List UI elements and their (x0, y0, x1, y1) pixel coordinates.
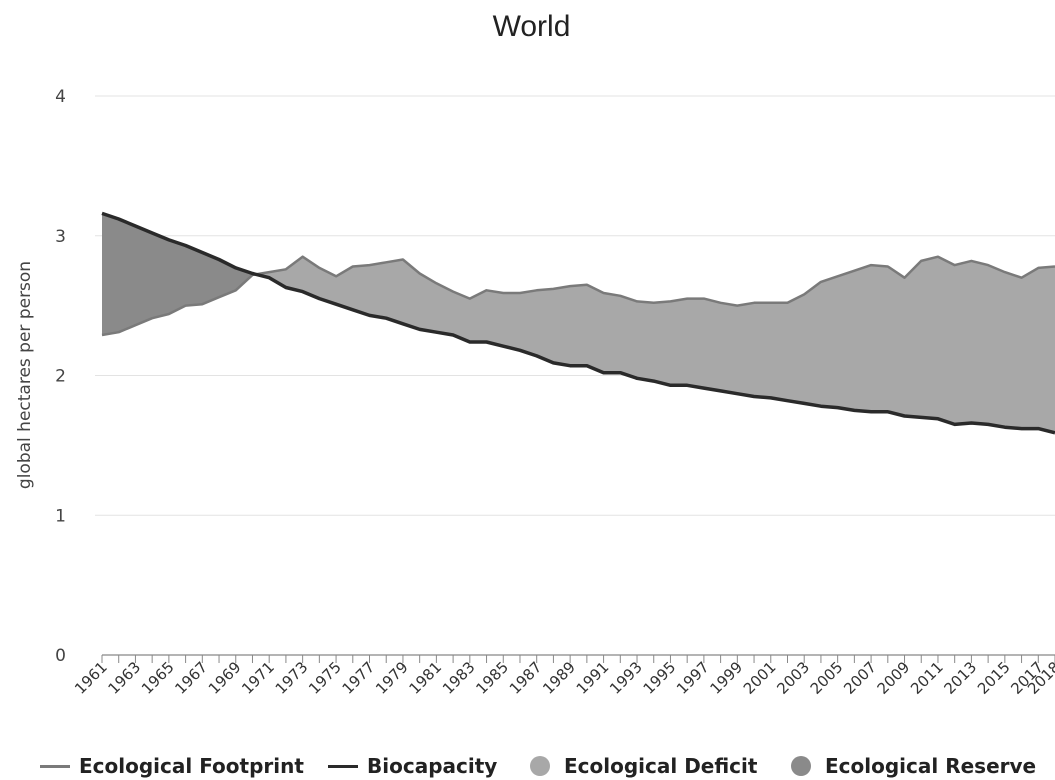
legend-label: Biocapacity (367, 754, 498, 778)
gridlines (95, 95, 1055, 516)
x-tick-label: 1977 (339, 658, 379, 698)
legend-item-ecological-footprint[interactable]: Ecological Footprint (40, 754, 304, 778)
legend-item-ecological-deficit[interactable]: Ecological Deficit (530, 754, 757, 778)
area-fills (102, 213, 1055, 433)
legend-line-icon (328, 764, 358, 768)
x-tick-label: 2011 (907, 658, 947, 698)
x-tick-label: 1993 (606, 658, 646, 698)
biocapacity-line (101, 211, 1055, 435)
x-tick-label: 1979 (372, 658, 412, 698)
y-tick-label: 3 (55, 227, 66, 247)
x-tick-label: 1973 (272, 658, 312, 698)
x-tick-label: 2015 (974, 658, 1014, 698)
circle-icon (791, 756, 811, 776)
x-tick-label: 1981 (405, 658, 445, 698)
x-tick-label: 1995 (640, 658, 680, 698)
x-tick-label: 1985 (472, 658, 512, 698)
x-tick-label: 1971 (238, 658, 278, 698)
x-tick-label: 1999 (706, 658, 746, 698)
x-tick-label: 2007 (840, 658, 880, 698)
x-tick-label: 1989 (539, 658, 579, 698)
x-tick-label: 1983 (439, 658, 479, 698)
x-tick-label: 1963 (105, 658, 145, 698)
chart-title: World (492, 10, 571, 43)
x-tick-label: 2005 (807, 658, 847, 698)
x-tick-label: 2003 (773, 658, 813, 698)
x-tick-label: 1975 (305, 658, 345, 698)
x-tick-label: 1969 (205, 658, 245, 698)
circle-icon (530, 756, 550, 776)
y-axis-title: global hectares per person (15, 261, 35, 489)
y-tick-label: 2 (55, 367, 66, 387)
legend-label: Ecological Reserve (825, 754, 1037, 778)
ecological-reserve-area (102, 213, 256, 335)
ecological-deficit-area (255, 256, 1055, 433)
x-tick-label: 1965 (138, 658, 178, 698)
x-tick-label: 1991 (573, 658, 613, 698)
y-tick-label: 4 (55, 87, 66, 107)
series-lines (101, 211, 1055, 435)
x-tick-label: 1961 (71, 658, 111, 698)
x-tick-label: 1967 (171, 658, 211, 698)
legend-label: Ecological Deficit (564, 754, 758, 778)
x-tick-label: 2013 (941, 658, 981, 698)
y-tick-label: 1 (55, 506, 66, 526)
x-tick-label: 2009 (874, 658, 914, 698)
x-tick-label: 1997 (673, 658, 713, 698)
x-tick-label: 1987 (506, 658, 546, 698)
legend-item-ecological-reserve[interactable]: Ecological Reserve (791, 754, 1036, 778)
y-tick-label: 0 (55, 646, 66, 666)
legend: Ecological Footprint Biocapacity Ecologi… (0, 754, 1055, 780)
x-tick-label: 2001 (740, 658, 780, 698)
legend-item-biocapacity[interactable]: Biocapacity (328, 754, 497, 778)
legend-label: Ecological Footprint (79, 754, 304, 778)
legend-line-icon (40, 764, 70, 768)
ecological-footprint-line (101, 255, 1055, 337)
chart-area: 0123419611963196519671969197119731975197… (15, 87, 1055, 698)
